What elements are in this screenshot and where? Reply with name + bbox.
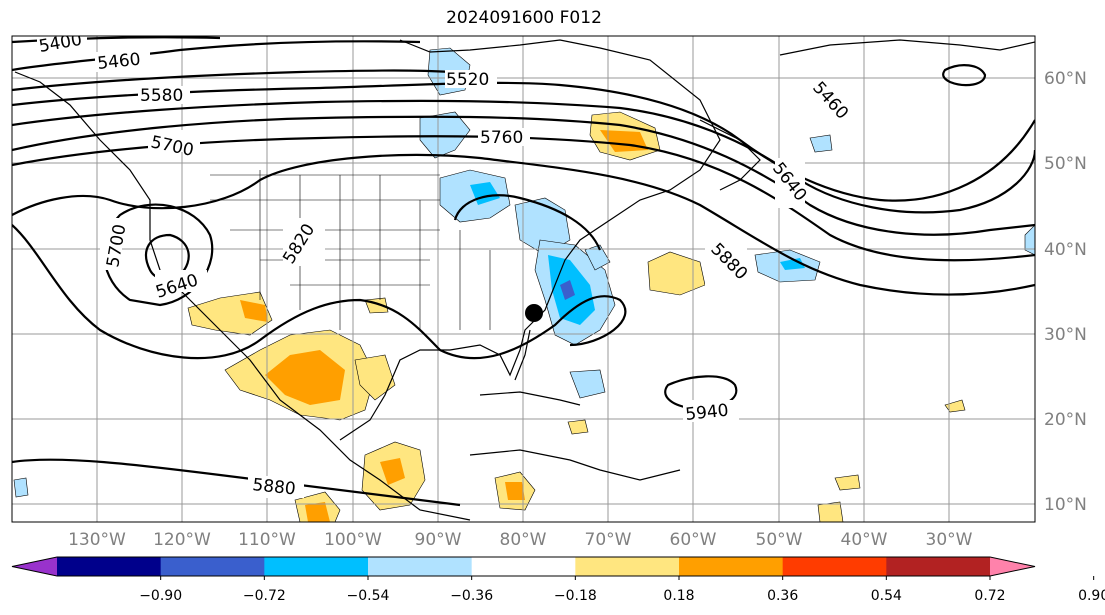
plot-frame: [11, 35, 1036, 523]
map-title: 2024091600 F012: [446, 8, 602, 28]
contour-label: 5520: [446, 70, 489, 90]
colorbar-segment: [679, 557, 784, 576]
longitude-labels: 130°W 120°W 110°W 100°W 90°W 80°W 70°W 6…: [68, 530, 973, 550]
colorbar-tick-label: −0.90: [139, 588, 182, 604]
latitude-labels: 60°N 50°N 40°N 30°N 20°N 10°N: [1044, 69, 1087, 515]
lon-label: 30°W: [926, 530, 973, 550]
colorbar-extend-max: [990, 557, 1035, 576]
colorbar-tick-label: −0.18: [554, 588, 597, 604]
contour-label: 5940: [684, 401, 729, 425]
lon-label: 40°W: [841, 530, 888, 550]
colorbar-tick-label: 0.72: [974, 588, 1005, 604]
colorbar-tick-labels: −0.90 −0.72 −0.54 −0.36 −0.18 0.18 0.36 0.54 0.7…: [139, 588, 1105, 604]
colorbar-segment: [575, 557, 680, 576]
lon-label: 100°W: [324, 530, 382, 550]
colorbar-tick-label: 0.36: [767, 588, 798, 604]
colorbar-segment: [160, 557, 265, 576]
colorbar-segment: [57, 557, 162, 576]
coastlines: [14, 39, 1035, 521]
colorbar: [11, 556, 1095, 580]
lat-label: 50°N: [1044, 154, 1087, 174]
colorbar-segment: [782, 557, 887, 576]
lon-label: 50°W: [756, 530, 803, 550]
lat-label: 40°N: [1044, 240, 1087, 260]
colorbar-segment: [471, 557, 576, 576]
contour-label: 5880: [251, 475, 296, 499]
height-contours: [12, 36, 1035, 507]
colorbar-tick-label: 0.90: [1078, 588, 1105, 604]
lon-label: 80°W: [500, 530, 547, 550]
lon-label: 120°W: [153, 530, 211, 550]
storm-center-marker: [525, 304, 543, 322]
lat-label: 60°N: [1044, 69, 1087, 89]
contour-label: 5760: [480, 128, 523, 148]
colorbar-tick-label: −0.54: [347, 588, 390, 604]
colorbar-tick-label: −0.72: [243, 588, 286, 604]
colorbar-segment: [886, 557, 991, 576]
state-borders: [210, 170, 491, 330]
contour-label: 5580: [140, 86, 183, 106]
lon-label: 110°W: [238, 530, 296, 550]
contour-label: 5460: [96, 50, 141, 74]
lon-label: 130°W: [68, 530, 126, 550]
lat-label: 20°N: [1044, 410, 1087, 430]
colorbar-tick-label: −0.36: [450, 588, 493, 604]
colorbar-segment: [264, 557, 369, 576]
lon-label: 70°W: [585, 530, 632, 550]
colorbar-tick-label: 0.54: [871, 588, 902, 604]
colorbar-tick-label: 0.18: [663, 588, 694, 604]
lat-label: 30°N: [1044, 325, 1087, 345]
lon-label: 90°W: [415, 530, 462, 550]
lon-label: 60°W: [670, 530, 717, 550]
lat-label: 10°N: [1044, 495, 1087, 515]
colorbar-segment: [368, 557, 473, 576]
colorbar-extend-min: [12, 557, 57, 576]
colorbar-outline: [11, 556, 1036, 577]
